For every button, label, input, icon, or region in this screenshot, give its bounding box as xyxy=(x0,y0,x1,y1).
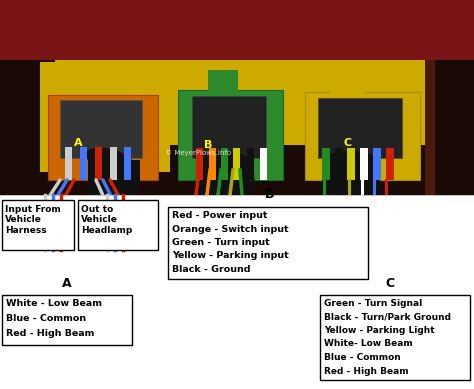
Bar xyxy=(347,148,355,180)
Text: Yellow - Parking Light: Yellow - Parking Light xyxy=(324,326,435,335)
Bar xyxy=(0,0,474,195)
Bar xyxy=(318,98,402,158)
Bar xyxy=(196,148,203,180)
Bar xyxy=(55,130,425,195)
Bar xyxy=(65,147,72,180)
Bar xyxy=(95,147,102,180)
Bar xyxy=(260,148,267,180)
Bar xyxy=(322,162,380,195)
Text: Input From
Vehicle
Harness: Input From Vehicle Harness xyxy=(5,205,61,235)
Text: Red - Power input: Red - Power input xyxy=(172,211,267,220)
Bar xyxy=(322,148,330,180)
Text: C: C xyxy=(385,277,394,290)
Bar xyxy=(110,147,117,180)
Bar xyxy=(0,0,55,195)
Bar xyxy=(80,147,87,180)
Bar xyxy=(55,55,425,145)
Text: White- Low Beam: White- Low Beam xyxy=(324,340,413,349)
Ellipse shape xyxy=(86,147,134,172)
Bar xyxy=(0,0,474,195)
Text: Out to
Vehicle
Headlamp: Out to Vehicle Headlamp xyxy=(81,205,132,235)
Bar xyxy=(233,148,240,180)
Bar xyxy=(386,148,394,180)
Bar xyxy=(335,148,343,180)
Bar xyxy=(330,72,365,94)
Ellipse shape xyxy=(322,151,377,173)
Text: B: B xyxy=(265,188,275,201)
Bar xyxy=(360,148,368,180)
Text: Blue - Common: Blue - Common xyxy=(6,314,86,323)
Bar xyxy=(435,0,474,195)
Text: Blue - Common: Blue - Common xyxy=(324,353,401,362)
Ellipse shape xyxy=(200,151,250,173)
FancyBboxPatch shape xyxy=(168,207,368,279)
Bar xyxy=(247,148,254,180)
Text: A: A xyxy=(73,138,82,148)
Bar xyxy=(178,90,283,180)
Text: Black - Turn/Park Ground: Black - Turn/Park Ground xyxy=(324,312,451,321)
Bar xyxy=(0,195,474,389)
Bar xyxy=(221,148,228,180)
Bar xyxy=(373,148,381,180)
Text: Black - Ground: Black - Ground xyxy=(172,265,250,274)
Bar xyxy=(48,95,158,180)
Text: Orange - Switch input: Orange - Switch input xyxy=(172,224,289,233)
Text: B: B xyxy=(204,140,212,150)
Bar xyxy=(88,160,140,196)
Bar xyxy=(40,62,170,172)
Text: Red - High Beam: Red - High Beam xyxy=(6,329,94,338)
Text: © MeyerPlows.info: © MeyerPlows.info xyxy=(165,149,231,156)
FancyBboxPatch shape xyxy=(2,295,132,345)
Text: C: C xyxy=(344,138,352,148)
Text: Green - Turn Signal: Green - Turn Signal xyxy=(324,299,422,308)
Bar xyxy=(200,162,250,195)
Bar xyxy=(192,96,266,158)
Bar xyxy=(124,147,131,180)
Bar xyxy=(305,92,420,180)
FancyBboxPatch shape xyxy=(2,200,74,250)
Bar xyxy=(0,0,474,60)
Bar xyxy=(60,100,142,158)
Bar xyxy=(209,148,216,180)
FancyBboxPatch shape xyxy=(78,200,158,250)
Text: White - Low Beam: White - Low Beam xyxy=(6,299,102,308)
Text: Green - Turn input: Green - Turn input xyxy=(172,238,270,247)
Text: A: A xyxy=(62,277,72,290)
Text: Yellow - Parking input: Yellow - Parking input xyxy=(172,252,289,261)
Bar xyxy=(208,70,238,95)
Text: Red - High Beam: Red - High Beam xyxy=(324,366,409,375)
FancyBboxPatch shape xyxy=(320,295,470,380)
Bar xyxy=(158,0,178,195)
